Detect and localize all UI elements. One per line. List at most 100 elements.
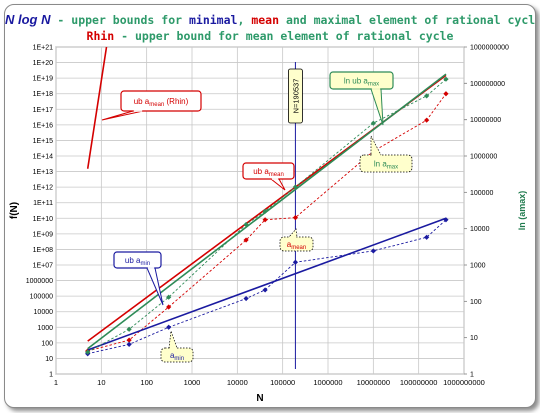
title-mean: mean: [251, 13, 280, 27]
callout-ub_mean: ub amean: [242, 162, 295, 191]
callout-ln_ub_max: ln ub amax: [329, 71, 394, 126]
data-point-ln_max: [443, 76, 449, 82]
y-tick-label: 1E+07: [33, 263, 54, 270]
y-tick-label: 1E+13: [33, 169, 54, 176]
callout-label: ub amin: [125, 256, 150, 267]
callout-label-main: ln a: [374, 160, 387, 169]
data-point-ln_max: [424, 93, 430, 99]
data-point-ln_max: [243, 221, 249, 228]
data-point-min: [243, 295, 249, 302]
y-tick-label: 10000: [34, 309, 54, 316]
callout-box: [329, 71, 394, 90]
y-right-tick-label: 100: [470, 299, 482, 306]
title-text-rhin-bound: - upper bound for mean element of ration…: [114, 29, 454, 43]
y-right-tick-label: 1000000: [470, 154, 497, 161]
x-tick-label: 10000000: [357, 378, 390, 387]
x-tick-label: 1000000: [313, 378, 342, 387]
title-minimal: minimal: [188, 13, 238, 27]
data-point-ln_max: [166, 294, 172, 300]
y-right-tick-label: 100000000: [470, 81, 505, 88]
y-tick-label: 1E+08: [33, 247, 54, 254]
y-right-tick-label: 100000: [470, 190, 493, 197]
data-point-mean: [166, 304, 172, 310]
data-point-ln_max: [292, 184, 299, 190]
callout-ub_min: ub amin: [113, 251, 164, 306]
callout-label-main: ln ub a: [344, 77, 369, 86]
callout-box: [279, 236, 314, 252]
callout-label-subscript: min: [174, 356, 184, 362]
plot-area: [55, 46, 465, 375]
marker-line-label: N=190537: [288, 68, 303, 124]
data-point-ln_max: [85, 349, 91, 355]
callout-box: [242, 162, 295, 180]
y-tick-label: 1E+20: [33, 60, 54, 67]
callout-pointer: [370, 135, 382, 156]
series-line-ub_min: [87, 217, 447, 351]
y-tick-label: 1E+18: [33, 91, 54, 98]
data-point-ln_max: [370, 120, 376, 126]
data-point-min: [126, 341, 132, 347]
y-tick-label: 1: [49, 372, 53, 379]
callout-label-subscript: max: [387, 165, 398, 171]
title-nlogn: N log N: [5, 12, 51, 27]
y-tick-label: 10: [45, 356, 53, 363]
title-text-maximal: and maximal element of rational cycle: [279, 13, 536, 27]
y-tick-label: 1E+21: [33, 45, 54, 52]
x-tick-label: 10000: [227, 378, 248, 387]
callout-label-subscript: max: [368, 82, 379, 88]
data-point-mean: [243, 237, 249, 243]
y-axis-label: f(N): [9, 202, 20, 219]
callout-ln_max: ln amax: [359, 135, 413, 173]
callout-a_mean: amean: [279, 228, 314, 252]
y-tick-label: 1E+11: [33, 200, 53, 207]
y-tick-label: 100000: [30, 294, 53, 301]
y-right-tick-label: 10000000: [470, 117, 501, 124]
marker-line-label-box: [288, 68, 303, 124]
chart-frame: N log N - upper bounds for minimal, mean…: [4, 4, 536, 408]
y-right-axis-label: ln (amax): [517, 191, 527, 231]
data-point-min: [424, 234, 430, 240]
x-tick-label: 100: [140, 378, 153, 387]
callout-label-subscript: mean: [149, 102, 164, 108]
callout-box: [160, 347, 194, 363]
data-point-mean: [126, 337, 132, 343]
y-tick-label: 1E+15: [33, 138, 54, 145]
y-right-tick-label: 10: [470, 335, 478, 342]
callout-ub_mean_rhin: ub amean (Rhin): [101, 90, 202, 121]
data-point-min: [166, 324, 172, 330]
callout-label-subscript: mean: [291, 245, 306, 251]
y-tick-label: 1E+16: [33, 122, 54, 129]
y-right-tick-label: 10000: [470, 226, 490, 233]
callout-box: [113, 251, 162, 269]
x-tick-label: 10: [97, 378, 105, 387]
y-tick-label: 1E+10: [33, 216, 54, 223]
callout-label-main: ub a: [125, 256, 141, 265]
callout-label: ln ub amax: [344, 77, 379, 88]
callout-box: [359, 154, 413, 173]
callout-label: ub amean: [253, 167, 284, 178]
series-line-mean: [87, 93, 447, 352]
chart-title-line-2: Rhin - upper bound for mean element of r…: [5, 29, 535, 43]
x-tick-label: 1000000000: [443, 378, 485, 387]
x-tick-label: 100000: [270, 378, 295, 387]
callout-label: ub amean (Rhin): [134, 97, 189, 108]
callout-label-main: ub a: [134, 97, 150, 106]
callout-a_min: amin: [160, 330, 194, 363]
callout-label: ln amax: [374, 160, 398, 171]
callout-label-subscript: min: [140, 261, 150, 267]
x-axis-label: N: [256, 393, 263, 404]
data-point-min: [262, 287, 268, 293]
callout-label-main: a: [170, 351, 175, 360]
y-tick-label: 1E+09: [33, 231, 54, 238]
data-point-min: [370, 248, 376, 254]
callout-label-suffix: (Rhin): [164, 97, 188, 106]
callout-label-main: ub a: [253, 167, 269, 176]
chart-title-line-1: N log N - upper bounds for minimal, mean…: [5, 12, 535, 27]
y-right-tick-label: 1000: [470, 263, 486, 270]
y-tick-label: 1E+14: [33, 154, 54, 161]
title-comma: ,: [237, 13, 252, 27]
data-point-ln_max: [262, 208, 268, 214]
callout-label: amin: [170, 351, 184, 362]
data-point-min: [443, 217, 449, 223]
data-point-min: [292, 259, 299, 265]
